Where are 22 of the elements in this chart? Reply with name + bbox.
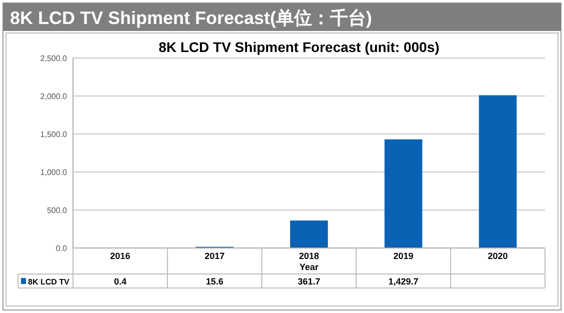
y-tick-label: 500.0 [46,206,68,215]
bar [290,220,328,248]
data-label: 361.7 [298,276,320,286]
y-tick-label: 2,500.0 [40,54,68,63]
x-tick-label: 2019 [393,251,414,261]
x-axis-title: Year [299,262,319,272]
bar [478,95,517,248]
y-tick-label: 1,000.0 [40,168,68,177]
data-label: 1,429.7 [388,276,418,286]
legend-label: 8K LCD TV [28,278,70,286]
y-tick-label: 0.0 [56,244,68,253]
chart-subtitle: 8K LCD TV Shipment Forecast (unit: 000s) [158,39,440,55]
x-tick-label: 2018 [298,251,320,261]
y-tick-label: 2,000.0 [40,92,68,101]
bar [384,139,422,248]
chart-title: 8K LCD TV Shipment Forecast(单位：千台) [10,8,372,28]
x-tick-label: 2020 [488,251,508,261]
y-tick-label: 1,500.0 [40,130,68,139]
x-tick-label: 2017 [204,251,225,261]
data-label: 15.6 [206,276,224,286]
x-tick-label: 2016 [110,251,130,261]
data-label: 0.4 [114,276,126,286]
